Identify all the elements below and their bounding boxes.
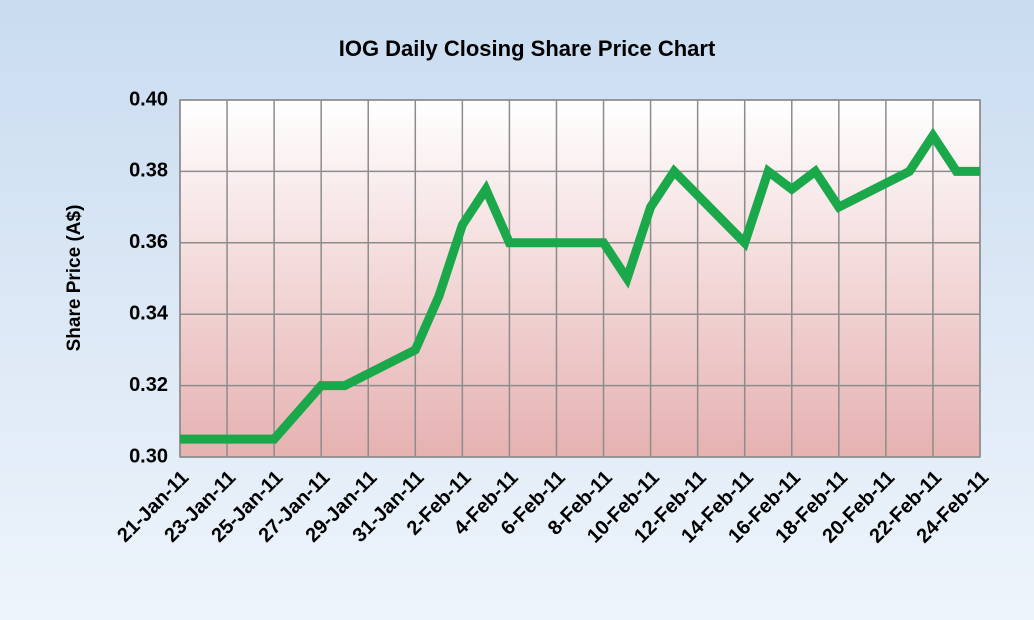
y-tick-label: 0.32: [129, 374, 168, 396]
y-axis-label: Share Price (A$): [64, 205, 85, 352]
y-tick-label: 0.36: [129, 231, 168, 253]
y-tick-label: 0.38: [129, 160, 168, 182]
y-tick-label: 0.34: [129, 302, 169, 324]
plot-border: [179, 99, 981, 458]
chart-title: IOG Daily Closing Share Price Chart: [339, 36, 716, 61]
y-tick-label: 0.30: [129, 445, 168, 467]
line: [180, 127, 980, 444]
y-tick-label: 0.40: [129, 88, 168, 110]
